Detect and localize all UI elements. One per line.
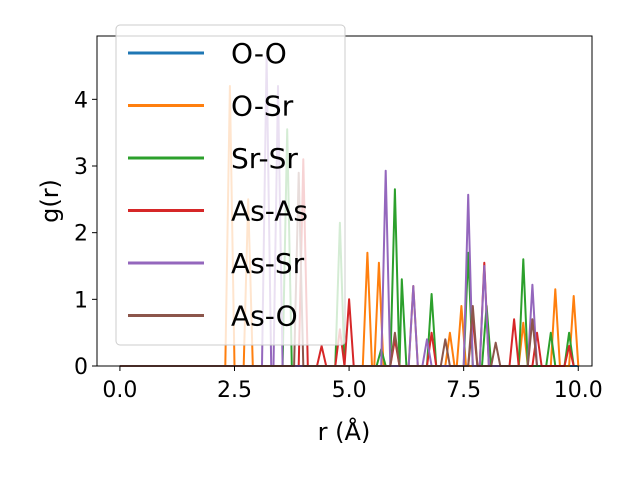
legend-label-o-o: O-O	[231, 37, 287, 70]
x-tick-label: 10.0	[554, 378, 603, 403]
y-axis-label: g(r)	[36, 179, 64, 223]
legend-label-as-as: As-As	[231, 195, 308, 228]
y-tick-label: 4	[74, 88, 88, 113]
y-tick-label: 1	[74, 288, 88, 313]
y-tick-label: 3	[74, 155, 88, 180]
legend-label-o-sr: O-Sr	[231, 90, 294, 123]
legend-box	[115, 24, 346, 346]
legend: O-O O-Sr Sr-Sr As-As As-Sr As-O	[115, 24, 346, 346]
x-tick-label: 5.0	[332, 378, 367, 403]
x-tick-label: 0.0	[102, 378, 137, 403]
legend-label-as-o: As-O	[231, 300, 298, 333]
y-tick-label: 0	[74, 355, 88, 380]
x-axis-ticks: 0.0 2.5 5.0 7.5 10.0	[102, 366, 603, 403]
legend-entries: O-O O-Sr Sr-Sr As-As As-Sr As-O	[128, 37, 308, 333]
y-tick-label: 2	[74, 222, 88, 247]
legend-label-as-sr: As-Sr	[231, 247, 305, 280]
x-tick-label: 7.5	[446, 378, 481, 403]
x-axis-label: r (Å)	[318, 417, 371, 446]
legend-label-sr-sr: Sr-Sr	[231, 142, 298, 175]
y-axis-ticks: 0 1 2 3 4	[74, 88, 97, 380]
x-tick-label: 2.5	[217, 378, 252, 403]
